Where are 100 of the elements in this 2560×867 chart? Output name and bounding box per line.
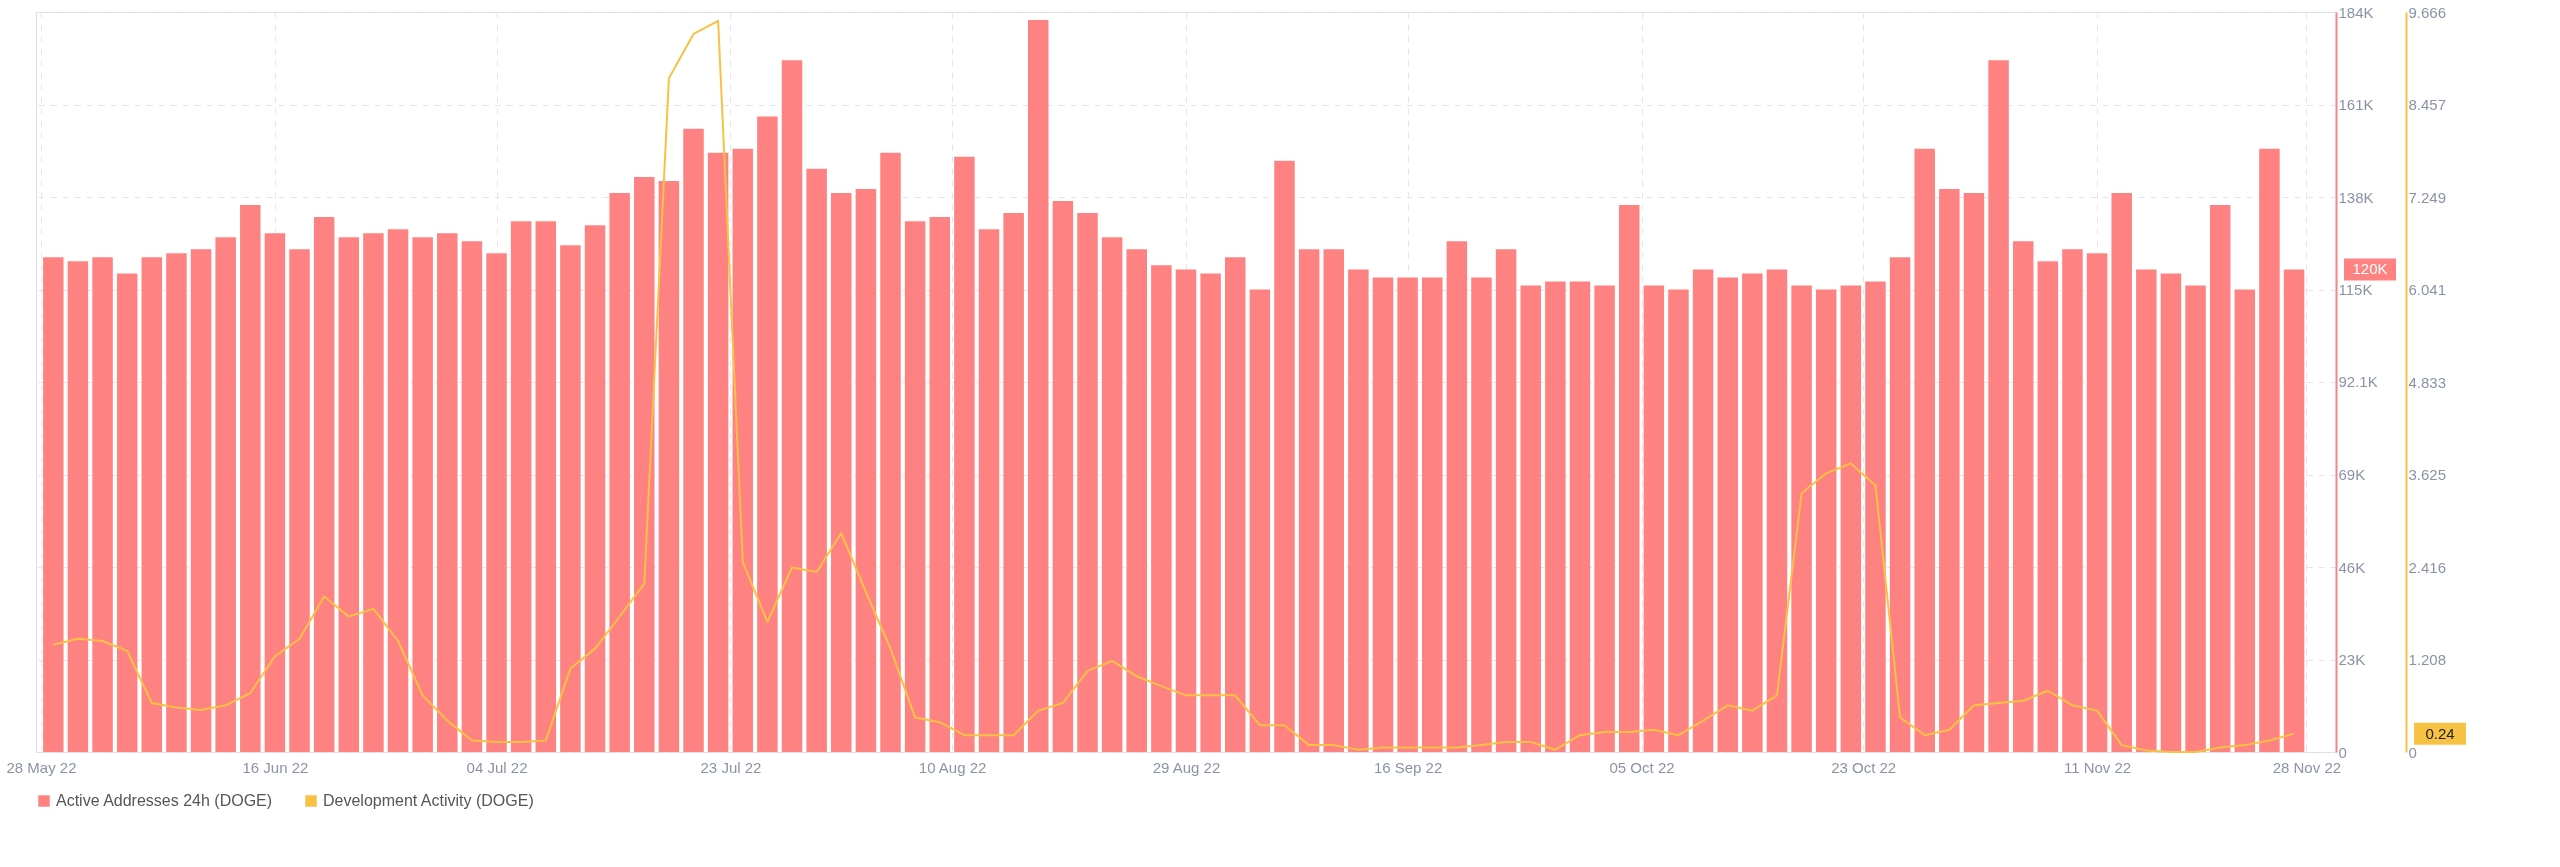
bar — [732, 148, 754, 752]
y-tick-label: 69K — [2338, 466, 2366, 483]
bar — [1791, 285, 1812, 752]
bar — [166, 253, 187, 752]
bar — [116, 273, 138, 752]
y-tick-label: 0 — [2338, 743, 2347, 761]
legend-label: Development Activity (DOGE) — [323, 792, 534, 809]
bar — [338, 237, 360, 752]
bar — [1939, 188, 1960, 752]
x-tick-label: 10 Aug 22 — [918, 758, 987, 776]
x-tick-label: 28 Nov 22 — [2272, 758, 2342, 776]
y2-tick-label: 6.041 — [2408, 281, 2447, 299]
y2-tick-label: 3.625 — [2408, 465, 2447, 483]
bar — [437, 233, 458, 752]
y-tick-label: 46K — [2338, 558, 2366, 576]
bar — [1225, 257, 1246, 752]
line-series — [52, 19, 2296, 753]
bar — [1126, 249, 1147, 752]
bar — [1101, 237, 1123, 752]
text: 0.24 — [2425, 724, 2455, 742]
y2-tick-label: 2.416 — [2408, 558, 2447, 576]
x-tick-label: 23 Oct 22 — [1831, 758, 1897, 776]
bar — [1963, 192, 1985, 752]
bar — [855, 188, 877, 752]
bar — [1520, 285, 1541, 752]
bar — [1175, 269, 1197, 752]
bar — [363, 233, 384, 752]
bar — [1643, 285, 1665, 752]
bar — [412, 237, 433, 752]
bar — [1618, 205, 1640, 752]
bar — [2037, 261, 2059, 752]
bar — [1323, 249, 1344, 752]
legend-label: Active Addresses 24h (DOGE) — [56, 792, 273, 809]
bar — [313, 217, 335, 752]
bar — [1692, 269, 1714, 752]
bar — [1742, 273, 1763, 752]
x-tick-label: 11 Nov 22 — [2063, 758, 2132, 776]
x-tick-label: 04 Jul 22 — [466, 758, 528, 776]
bar — [954, 156, 975, 752]
y2-tick-label: 1.208 — [2408, 651, 2447, 669]
bar — [1495, 249, 1517, 752]
bar — [904, 221, 926, 752]
y-tick-label: 138K — [2338, 188, 2374, 206]
bar — [1249, 289, 1271, 752]
bar — [240, 205, 261, 752]
bar — [2234, 289, 2256, 752]
x-tick-label: 23 Jul 22 — [700, 758, 762, 776]
x-tick-label: 05 Oct 22 — [1609, 758, 1675, 776]
bar — [43, 257, 64, 752]
bar — [1545, 281, 1566, 752]
bar — [978, 229, 1000, 752]
y-tick-label: 92.1K — [2338, 373, 2378, 391]
bar — [289, 249, 310, 752]
bar — [1446, 241, 1468, 752]
bar — [1372, 277, 1394, 752]
y2-tick-label: 8.457 — [2408, 96, 2447, 114]
text: 120K — [2352, 260, 2388, 278]
bar — [584, 225, 606, 752]
bar — [757, 116, 778, 752]
bar — [2012, 241, 2034, 752]
bar — [461, 241, 483, 752]
bar — [781, 60, 803, 752]
bar — [2136, 269, 2157, 752]
bar — [1569, 281, 1591, 752]
bar — [190, 249, 212, 752]
bar — [2185, 285, 2206, 752]
y-tick-label: 115K — [2338, 281, 2373, 298]
bar — [2111, 192, 2132, 752]
y2-tick-label: 9.666 — [2408, 3, 2447, 21]
bar — [2160, 273, 2182, 752]
bar — [1815, 289, 1837, 752]
bar — [1840, 285, 1862, 752]
bar — [2259, 148, 2280, 752]
bar — [634, 176, 655, 752]
bar — [1003, 213, 1024, 752]
bar — [535, 221, 557, 752]
y-tick-label: 23K — [2338, 651, 2366, 668]
bar — [806, 168, 827, 752]
bar — [141, 257, 163, 752]
bar — [880, 152, 901, 752]
bar — [560, 245, 581, 752]
bar — [707, 152, 729, 752]
y-tick-label: 184K — [2338, 3, 2374, 21]
bar — [264, 233, 286, 752]
bar — [1914, 148, 1935, 752]
bar — [658, 180, 680, 752]
y2-tick-label: 7.249 — [2408, 188, 2447, 206]
bar — [1889, 257, 1911, 752]
y2-tick-label: 0 — [2408, 743, 2417, 761]
bar — [2209, 205, 2231, 752]
bar — [2062, 249, 2083, 752]
bar — [1766, 269, 1788, 752]
bar — [1717, 277, 1738, 752]
bar — [1421, 277, 1443, 752]
bar — [1397, 277, 1418, 752]
bar — [1052, 201, 1074, 752]
bar — [67, 261, 89, 752]
bar — [387, 229, 409, 752]
bar — [1668, 289, 1689, 752]
bar — [510, 221, 532, 752]
